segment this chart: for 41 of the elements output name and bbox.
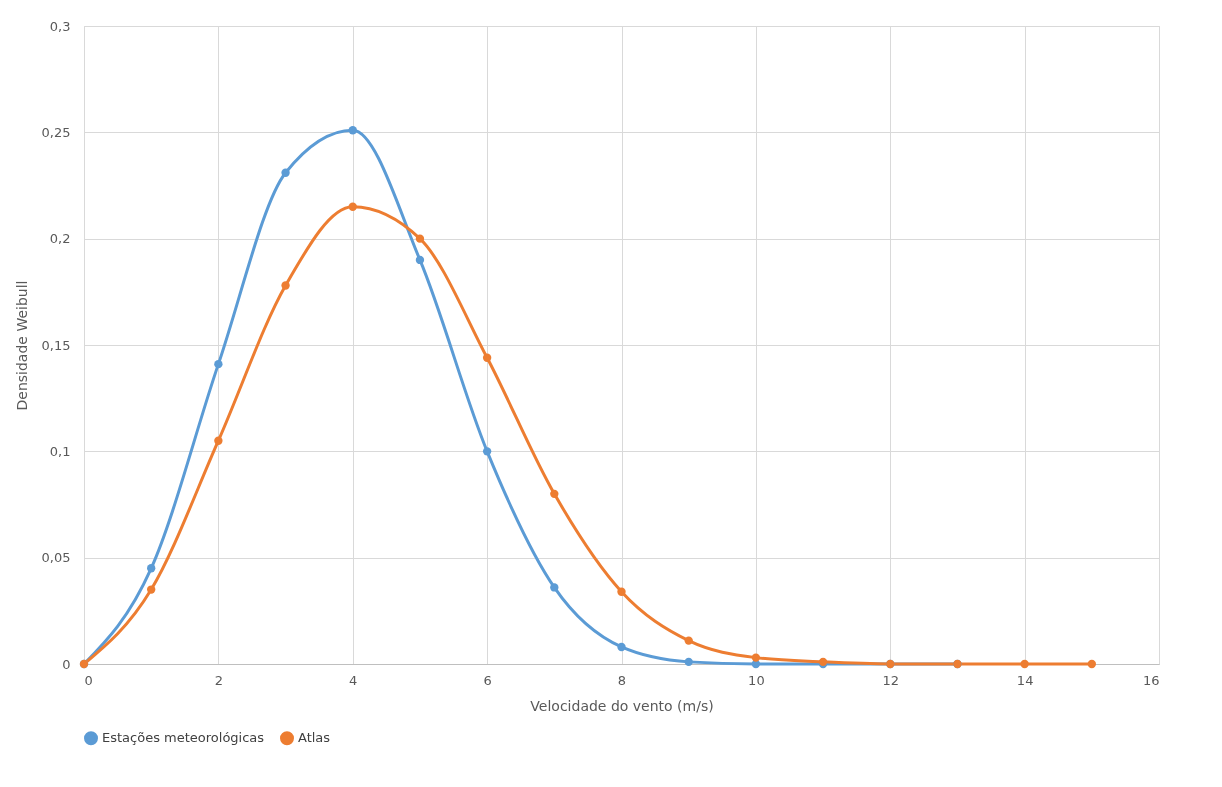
y-axis-title: Densidade Weibull xyxy=(13,280,30,411)
point xyxy=(147,564,156,573)
y-tick-label: 0,2 xyxy=(49,231,71,247)
point xyxy=(415,255,425,265)
point xyxy=(617,587,626,596)
x-tick-label: 12 xyxy=(882,672,900,688)
y-tick-label: 0,3 xyxy=(49,18,71,34)
point xyxy=(482,447,492,456)
point xyxy=(1087,659,1096,669)
x-tick-label: 16 xyxy=(1142,672,1160,688)
x-tick-label: 10 xyxy=(748,672,765,688)
x-tick-label: 0 xyxy=(84,672,93,688)
y-tick-label: 0,1 xyxy=(49,443,71,459)
point xyxy=(348,126,357,135)
point xyxy=(1020,659,1029,669)
x-tick-label: 4 xyxy=(349,672,358,688)
point xyxy=(147,585,156,594)
point xyxy=(751,653,761,662)
point xyxy=(281,281,290,290)
point xyxy=(214,359,223,369)
x-tick-label: 8 xyxy=(617,672,627,688)
point xyxy=(214,436,223,445)
point xyxy=(415,234,425,243)
y-tick-label: 0 xyxy=(62,656,71,672)
point xyxy=(617,642,626,652)
point xyxy=(684,657,693,667)
x-tick-label: 2 xyxy=(214,672,224,688)
legend-label: Estações meteorológicas xyxy=(102,730,265,746)
point xyxy=(348,202,357,211)
y-tick-label: 0,25 xyxy=(41,124,71,140)
legend-label: Atlas xyxy=(298,730,331,746)
point xyxy=(684,636,693,645)
x-axis-title: Velocidade do vento (m/s) xyxy=(530,697,714,714)
point xyxy=(550,489,559,499)
y-tick-label: 0,15 xyxy=(41,337,71,353)
x-tick-label: 6 xyxy=(483,672,492,688)
point xyxy=(281,168,290,177)
point xyxy=(482,353,492,362)
y-tick-label: 0,05 xyxy=(41,550,71,566)
x-tick-label: 14 xyxy=(1016,672,1034,688)
point xyxy=(550,583,559,592)
